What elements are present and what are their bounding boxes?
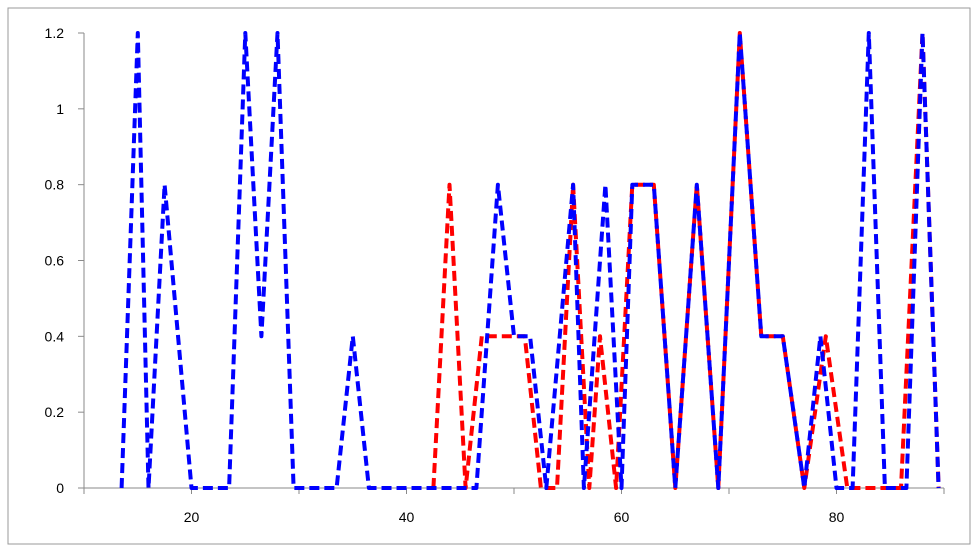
y-tick-label: 0.2 xyxy=(45,404,65,420)
x-tick-label: 20 xyxy=(184,509,200,525)
y-tick-label: 0 xyxy=(56,480,64,496)
y-tick-label: 1.2 xyxy=(45,25,65,41)
x-tick-label: 80 xyxy=(829,509,845,525)
chart-frame xyxy=(7,7,971,545)
y-tick-label: 0.4 xyxy=(45,328,65,344)
x-tick-label: 40 xyxy=(399,509,415,525)
series-line-1 xyxy=(431,31,941,490)
x-tick-label: 60 xyxy=(614,509,630,525)
series-line-2 xyxy=(119,31,941,490)
y-tick-label: 0.8 xyxy=(45,177,65,193)
y-tick-label: 1 xyxy=(56,101,64,117)
y-tick-label: 0.6 xyxy=(45,253,65,269)
